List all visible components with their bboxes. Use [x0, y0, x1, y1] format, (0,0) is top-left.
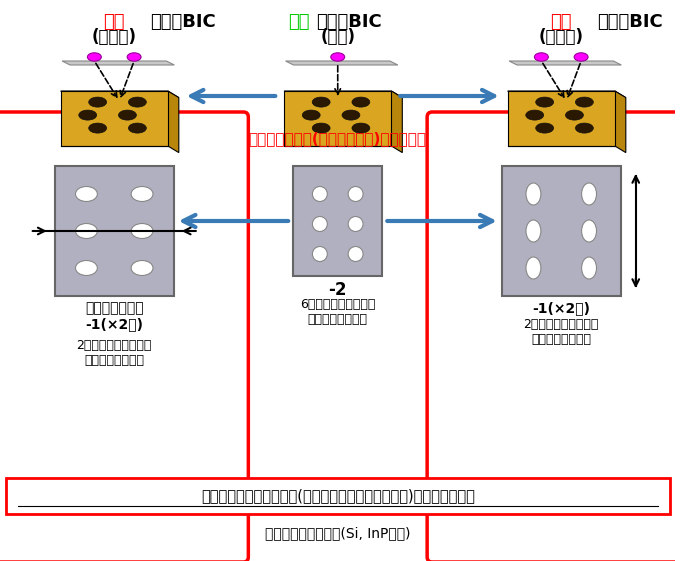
Ellipse shape: [88, 123, 107, 133]
Ellipse shape: [312, 123, 330, 133]
FancyBboxPatch shape: [6, 478, 670, 514]
Polygon shape: [284, 91, 392, 146]
Text: どんな構造パラメーター(穴の大きさ・厚さ・屈折率)の値でも生じる: どんな構造パラメーター(穴の大きさ・厚さ・屈折率)の値でも生じる: [201, 489, 475, 504]
Ellipse shape: [75, 260, 97, 275]
Ellipse shape: [131, 186, 153, 201]
Text: 2回回転対称性を持つ
フォトニック結晶: 2回回転対称性を持つ フォトニック結晶: [77, 339, 152, 367]
Ellipse shape: [312, 217, 327, 232]
Ellipse shape: [118, 110, 137, 120]
Polygon shape: [507, 91, 615, 146]
Ellipse shape: [129, 123, 146, 133]
Ellipse shape: [348, 217, 363, 232]
Polygon shape: [615, 91, 626, 153]
Polygon shape: [168, 91, 179, 153]
Text: 材料は自由に選択可(Si, InPなど): 材料は自由に選択可(Si, InPなど): [265, 526, 411, 540]
Text: (自明): (自明): [320, 28, 355, 46]
FancyBboxPatch shape: [427, 112, 680, 561]
Polygon shape: [62, 61, 174, 65]
Ellipse shape: [526, 183, 541, 205]
Ellipse shape: [129, 97, 146, 107]
Polygon shape: [509, 61, 622, 65]
Ellipse shape: [574, 53, 588, 61]
FancyBboxPatch shape: [502, 166, 621, 296]
Text: 斜め: 斜め: [551, 13, 572, 31]
Ellipse shape: [575, 123, 594, 133]
Ellipse shape: [127, 53, 141, 61]
Ellipse shape: [526, 110, 543, 120]
Text: (非自明): (非自明): [92, 28, 137, 46]
Ellipse shape: [348, 246, 363, 261]
Ellipse shape: [526, 220, 541, 242]
Ellipse shape: [534, 53, 548, 61]
Polygon shape: [392, 91, 403, 153]
Ellipse shape: [88, 97, 107, 107]
Ellipse shape: [581, 183, 596, 205]
Polygon shape: [61, 91, 168, 146]
Text: 垂直: 垂直: [288, 13, 309, 31]
FancyBboxPatch shape: [54, 166, 174, 296]
Text: 斜め: 斜め: [103, 13, 125, 31]
Text: トポロジカル数
-1(×2個): トポロジカル数 -1(×2個): [85, 301, 143, 331]
Text: 6回回転対称性を持つ
フォトニック結晶: 6回回転対称性を持つ フォトニック結晶: [300, 298, 375, 326]
Ellipse shape: [575, 97, 594, 107]
Ellipse shape: [131, 260, 153, 275]
Text: -2: -2: [328, 281, 347, 299]
Ellipse shape: [312, 186, 327, 201]
Text: 結晶を歪ませる(対称性を壊す)だけで分裂: 結晶を歪ませる(対称性を壊す)だけで分裂: [249, 131, 427, 146]
Ellipse shape: [131, 223, 153, 238]
Ellipse shape: [312, 97, 330, 107]
Ellipse shape: [330, 53, 345, 61]
Ellipse shape: [75, 186, 97, 201]
Ellipse shape: [348, 186, 363, 201]
Text: 方向のBIC: 方向のBIC: [150, 13, 216, 31]
FancyBboxPatch shape: [293, 166, 382, 276]
Polygon shape: [507, 91, 626, 98]
Polygon shape: [286, 61, 398, 65]
Text: 2回回転対称性を持つ
フォトニック結晶: 2回回転対称性を持つ フォトニック結晶: [524, 318, 599, 346]
Ellipse shape: [75, 223, 97, 238]
Ellipse shape: [581, 220, 596, 242]
Polygon shape: [61, 91, 179, 98]
Text: (非自明): (非自明): [539, 28, 583, 46]
Polygon shape: [284, 91, 403, 98]
FancyBboxPatch shape: [0, 112, 248, 561]
Ellipse shape: [566, 110, 583, 120]
Ellipse shape: [526, 257, 541, 279]
Ellipse shape: [536, 123, 554, 133]
Ellipse shape: [536, 97, 554, 107]
Ellipse shape: [88, 53, 101, 61]
Text: 方向のBIC: 方向のBIC: [597, 13, 663, 31]
Ellipse shape: [312, 246, 327, 261]
Ellipse shape: [352, 97, 370, 107]
Ellipse shape: [352, 123, 370, 133]
Ellipse shape: [342, 110, 360, 120]
Ellipse shape: [79, 110, 97, 120]
Ellipse shape: [303, 110, 320, 120]
Ellipse shape: [581, 257, 596, 279]
Text: -1(×2個): -1(×2個): [532, 301, 590, 315]
Text: 方向のBIC: 方向のBIC: [316, 13, 381, 31]
